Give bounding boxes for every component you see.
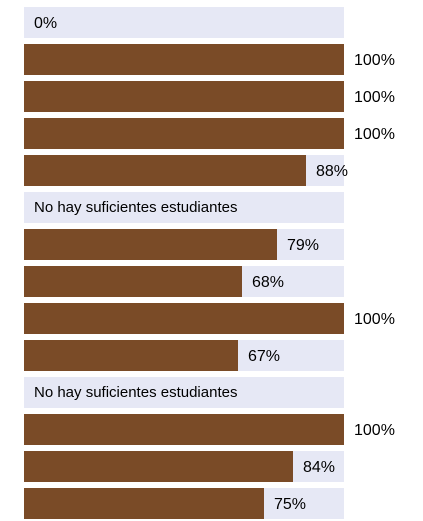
bar — [24, 414, 344, 445]
bar-value-label: 100% — [354, 89, 395, 106]
bar — [24, 266, 242, 297]
bar-value-label: 100% — [354, 126, 395, 143]
insufficient-data-label: No hay suficientes estudiantes — [34, 384, 238, 401]
bar — [24, 451, 293, 482]
bar — [24, 44, 344, 75]
bar-value-label: 68% — [252, 274, 285, 291]
bar-value-label: 100% — [354, 311, 395, 328]
bar — [24, 488, 264, 519]
bar-track — [24, 192, 344, 223]
bar-value-label: 100% — [354, 52, 395, 69]
bar — [24, 118, 344, 149]
bar-value-label: 100% — [354, 422, 395, 439]
insufficient-data-label: No hay suficientes estudiantes — [34, 199, 238, 216]
bar-value-label: 84% — [303, 459, 336, 476]
bar — [24, 340, 238, 371]
bar-value-label: 75% — [274, 496, 307, 513]
bar — [24, 81, 344, 112]
bar — [24, 155, 306, 186]
bar-value-label: 67% — [248, 348, 281, 365]
bar — [24, 303, 344, 334]
bar-value-label: 88% — [316, 163, 349, 180]
bar — [24, 229, 277, 260]
bar-track — [24, 7, 344, 38]
bar-value-label: 0% — [34, 15, 58, 32]
bar-value-label: 79% — [287, 237, 320, 254]
bar-track — [24, 377, 344, 408]
